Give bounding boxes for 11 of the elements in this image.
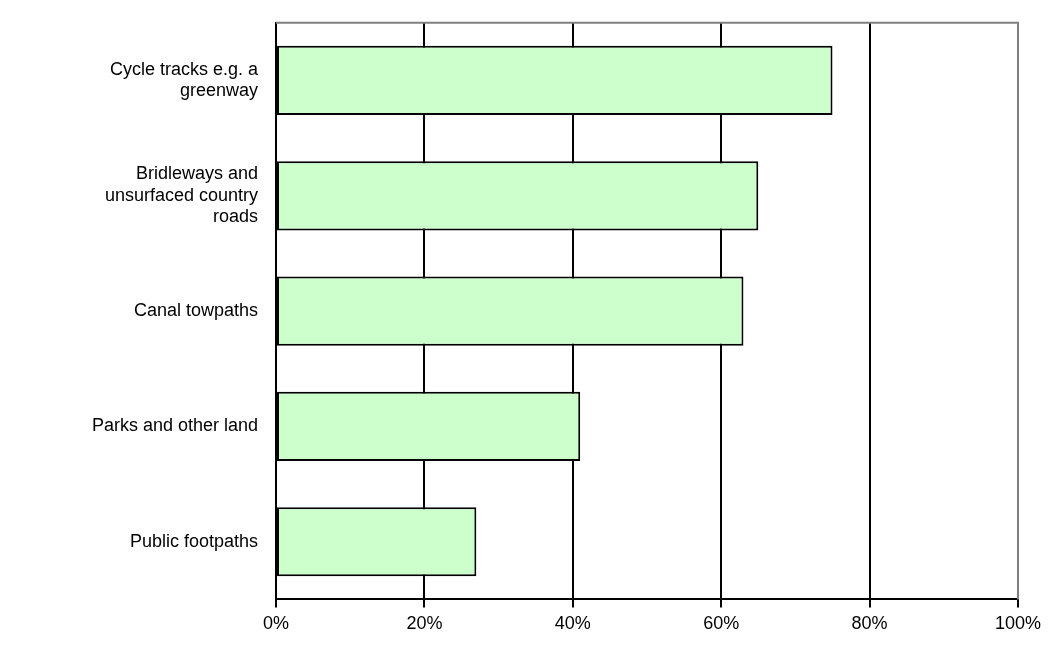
x-tick-label: 60% (703, 613, 740, 634)
y-tick-label: Cycle tracks e.g. a greenway (109, 58, 259, 101)
x-tick-label: 100% (994, 613, 1042, 634)
x-tick-label: 20% (406, 613, 443, 634)
x-tick-label: 40% (554, 613, 591, 634)
x-tick-label: 0% (262, 613, 290, 634)
y-tick-label: Parks and other land (91, 415, 258, 436)
y-tick-label: Canal towpaths (133, 300, 258, 321)
y-tick-label: Bridleways and unsurfaced country roads (104, 163, 258, 227)
y-tick-label: Public footpaths (129, 530, 258, 551)
x-tick-label: 80% (851, 613, 888, 634)
